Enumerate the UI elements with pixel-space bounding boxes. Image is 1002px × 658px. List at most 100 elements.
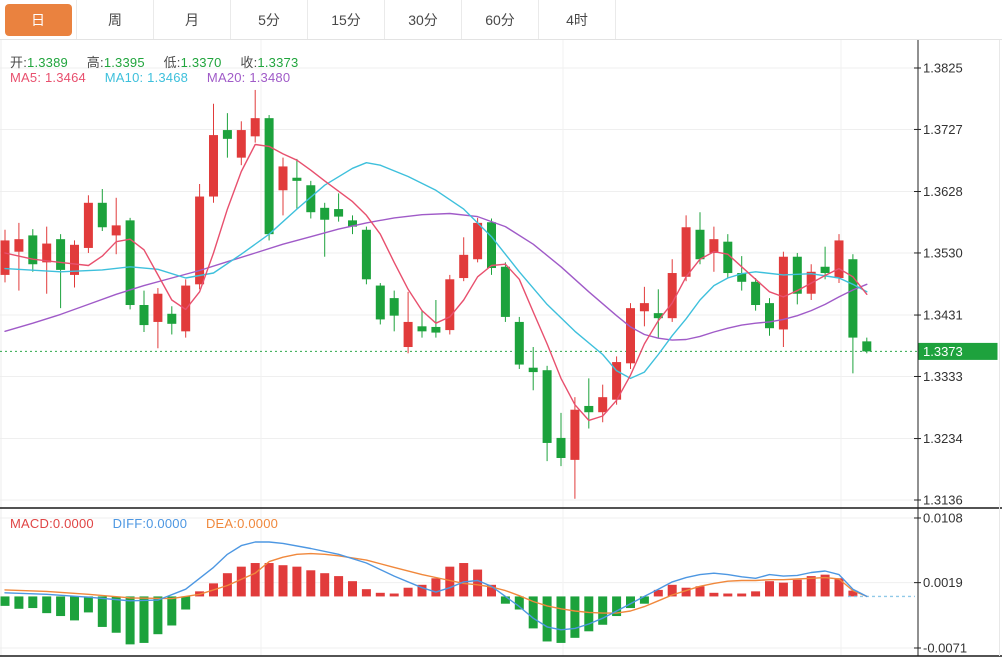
macd-bar [848,590,858,597]
macd-bar [723,593,733,597]
candle-body [834,240,844,279]
macd-bar [778,582,788,597]
macd-bar [56,596,66,617]
macd-bar [584,596,594,632]
low-label: 低: [163,55,181,70]
high-label: 高: [86,55,104,70]
macd-bar [334,576,344,597]
last-price-badge-label: 1.3373 [923,344,963,359]
candle-body [70,244,79,275]
candle-body [612,362,622,400]
macd-bar [681,587,691,597]
candle-body [222,130,232,139]
ma5-line [4,143,868,422]
ma-readout: MA5: 1.3464 MA10: 1.3468 MA20: 1.3480 [10,70,305,85]
candle-body [431,326,441,333]
macd-bar [667,584,677,597]
candle-body [320,207,330,220]
candle-body [848,259,858,338]
ma5-label: MA5: [10,70,42,85]
candle-body [28,235,38,265]
tab-15min[interactable]: 15分 [308,0,385,39]
macd-axis-label: 0.0019 [923,575,963,590]
macd-bar [306,570,316,597]
candle-body [445,279,455,331]
candle-body [334,209,344,217]
macd-bar [445,566,455,597]
ma10-label: MA10: [104,70,144,85]
macd-bar [70,596,79,621]
candle-body [42,243,52,263]
macd-bar [695,586,705,597]
macd-bar [514,596,524,610]
tab-week[interactable]: 周 [77,0,154,39]
price-axis-label: 1.3333 [923,369,963,384]
open-value: 1.3389 [27,55,68,70]
tab-day[interactable]: 日 [0,0,77,39]
tab-5min[interactable]: 5分 [231,0,308,39]
candle-body [542,370,552,443]
candle-body [584,405,594,413]
ma20-line [4,212,868,341]
tab-30min-label: 30分 [408,11,438,28]
macd-bar [820,574,830,597]
macd-bar [278,565,288,597]
macd-bar [28,596,38,609]
macd-bar [598,596,608,625]
macd-bar [459,563,469,597]
macd-bar [292,566,302,597]
macd-bar [500,596,510,604]
macd-bar [111,596,121,633]
candle-body [626,308,635,364]
low-value: 1.3370 [180,55,222,70]
candle-body [14,239,24,252]
candle-body [473,222,483,260]
candle-body [778,256,788,330]
macd-bar [487,584,496,597]
candle-body [111,225,121,236]
candle-body [56,239,66,270]
period-tabbar: 日 周 月 5分 15分 30分 60分 4时 [0,0,1002,40]
macd-bar [792,579,802,597]
macd-bar [125,596,135,645]
candle-body [681,227,691,277]
macd-bar [431,578,441,597]
macd-bar [806,576,816,597]
macd-bar [751,591,761,597]
macd-bar [236,566,246,597]
dea-label: DEA: [205,516,238,531]
tab-30min[interactable]: 30分 [385,0,462,39]
candle-body [765,303,774,329]
candle-body [306,185,316,213]
macd-bar [639,596,649,604]
macd-value: 0.0000 [52,516,94,531]
macd-bar [389,593,399,597]
candle-body [278,166,288,191]
tab-60min[interactable]: 60分 [462,0,539,39]
price-axis-label: 1.3825 [923,61,963,76]
macd-bar [528,596,538,629]
candle-body [653,313,663,319]
candle-body [264,118,274,235]
candle-body [125,220,135,306]
macd-label: MACD: [10,516,53,531]
candle-body [862,341,872,352]
candle-body [709,239,719,253]
macd-bar [542,596,552,642]
price-axis-label: 1.3628 [923,184,963,199]
macd-bar [834,578,844,597]
ma20-label: MA20: [206,70,246,85]
price-axis-label: 1.3530 [923,245,963,260]
tab-month[interactable]: 月 [154,0,231,39]
tab-week-label: 周 [108,11,122,28]
candle-body [737,273,747,282]
candle-body [500,266,510,317]
ma10-value: 1.3468 [147,70,189,85]
candle-body [820,266,830,274]
candle-body [556,437,566,458]
macd-bar [181,596,191,610]
open-label: 开: [10,55,28,70]
tab-day-label: 日 [4,3,72,36]
tab-4hour[interactable]: 4时 [539,0,616,39]
